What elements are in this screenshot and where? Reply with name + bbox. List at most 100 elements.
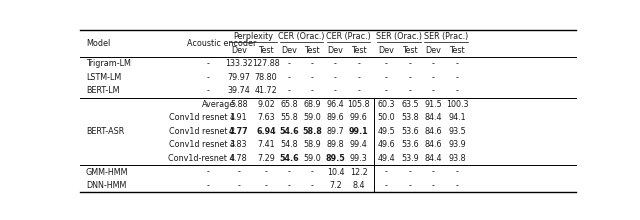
Text: -: - — [206, 59, 209, 68]
Text: -: - — [357, 59, 360, 68]
Text: -: - — [206, 86, 209, 95]
Text: -: - — [408, 181, 412, 190]
Text: 4.83: 4.83 — [230, 141, 248, 149]
Text: Conv1d resnet 3: Conv1d resnet 3 — [169, 141, 235, 149]
Text: -: - — [288, 73, 291, 82]
Text: 84.6: 84.6 — [424, 141, 442, 149]
Text: 89.6: 89.6 — [326, 113, 344, 122]
Text: 89.5: 89.5 — [326, 154, 346, 163]
Text: 54.6: 54.6 — [280, 154, 299, 163]
Text: Perplexity: Perplexity — [234, 32, 273, 41]
Text: -: - — [385, 86, 388, 95]
Text: -: - — [334, 59, 337, 68]
Text: -: - — [408, 59, 412, 68]
Text: 9.02: 9.02 — [257, 100, 275, 109]
Text: DNN-HMM: DNN-HMM — [86, 181, 126, 190]
Text: 7.2: 7.2 — [329, 181, 342, 190]
Text: -: - — [206, 181, 209, 190]
Text: 53.8: 53.8 — [401, 113, 419, 122]
Text: 99.1: 99.1 — [349, 127, 369, 136]
Text: -: - — [237, 168, 240, 177]
Text: 41.72: 41.72 — [255, 86, 277, 95]
Text: 59.0: 59.0 — [303, 154, 321, 163]
Text: -: - — [237, 181, 240, 190]
Text: -: - — [288, 168, 291, 177]
Text: 7.63: 7.63 — [257, 113, 275, 122]
Text: 8.4: 8.4 — [353, 181, 365, 190]
Text: -: - — [456, 168, 458, 177]
Text: CER (Prac.): CER (Prac.) — [326, 32, 371, 41]
Text: 84.6: 84.6 — [424, 127, 442, 136]
Text: 4.77: 4.77 — [229, 127, 248, 136]
Text: -: - — [310, 73, 314, 82]
Text: GMM-HMM: GMM-HMM — [86, 168, 129, 177]
Text: 39.74: 39.74 — [227, 86, 250, 95]
Text: CER (Orac.): CER (Orac.) — [278, 32, 324, 41]
Text: LSTM-LM: LSTM-LM — [86, 73, 121, 82]
Text: -: - — [432, 168, 435, 177]
Text: Model: Model — [86, 39, 110, 48]
Text: Test: Test — [258, 46, 274, 55]
Text: -: - — [385, 168, 388, 177]
Text: -: - — [432, 73, 435, 82]
Text: -: - — [334, 73, 337, 82]
Text: 49.6: 49.6 — [378, 141, 396, 149]
Text: -: - — [310, 59, 314, 68]
Text: 89.7: 89.7 — [326, 127, 344, 136]
Text: 54.8: 54.8 — [280, 141, 298, 149]
Text: -: - — [206, 73, 209, 82]
Text: 63.5: 63.5 — [401, 100, 419, 109]
Text: 99.6: 99.6 — [350, 113, 367, 122]
Text: 65.8: 65.8 — [280, 100, 298, 109]
Text: Conv1d-resnet 4: Conv1d-resnet 4 — [168, 154, 235, 163]
Text: 53.6: 53.6 — [401, 141, 419, 149]
Text: 7.41: 7.41 — [257, 141, 275, 149]
Text: -: - — [288, 59, 291, 68]
Text: 54.6: 54.6 — [280, 127, 299, 136]
Text: SER (Orac.): SER (Orac.) — [376, 32, 422, 41]
Text: 53.6: 53.6 — [401, 127, 419, 136]
Text: 5.88: 5.88 — [230, 100, 248, 109]
Text: 93.8: 93.8 — [448, 154, 466, 163]
Text: Test: Test — [304, 46, 320, 55]
Text: SER (Prac.): SER (Prac.) — [424, 32, 468, 41]
Text: -: - — [432, 181, 435, 190]
Text: Dev: Dev — [231, 46, 246, 55]
Text: 50.0: 50.0 — [378, 113, 396, 122]
Text: -: - — [288, 86, 291, 95]
Text: Dev: Dev — [425, 46, 441, 55]
Text: Dev: Dev — [379, 46, 394, 55]
Text: 6.94: 6.94 — [256, 127, 276, 136]
Text: 10.4: 10.4 — [326, 168, 344, 177]
Text: -: - — [206, 168, 209, 177]
Text: -: - — [357, 73, 360, 82]
Text: 55.8: 55.8 — [280, 113, 298, 122]
Text: -: - — [334, 86, 337, 95]
Text: -: - — [456, 181, 458, 190]
Text: -: - — [310, 181, 314, 190]
Text: 79.97: 79.97 — [227, 73, 250, 82]
Text: -: - — [456, 73, 458, 82]
Text: 4.91: 4.91 — [230, 113, 248, 122]
Text: 100.3: 100.3 — [445, 100, 468, 109]
Text: -: - — [310, 168, 314, 177]
Text: 84.4: 84.4 — [424, 154, 442, 163]
Text: -: - — [310, 86, 314, 95]
Text: -: - — [432, 59, 435, 68]
Text: 49.4: 49.4 — [378, 154, 396, 163]
Text: Test: Test — [351, 46, 367, 55]
Text: Test: Test — [449, 46, 465, 55]
Text: 59.0: 59.0 — [303, 113, 321, 122]
Text: 78.80: 78.80 — [255, 73, 277, 82]
Text: Conv1d resnet 2: Conv1d resnet 2 — [168, 127, 235, 136]
Text: 4.78: 4.78 — [230, 154, 248, 163]
Text: -: - — [385, 181, 388, 190]
Text: 84.4: 84.4 — [424, 113, 442, 122]
Text: 12.2: 12.2 — [350, 168, 367, 177]
Text: 68.9: 68.9 — [303, 100, 321, 109]
Text: BERT-ASR: BERT-ASR — [86, 127, 124, 136]
Text: 99.3: 99.3 — [350, 154, 367, 163]
Text: 58.9: 58.9 — [303, 141, 321, 149]
Text: -: - — [408, 168, 412, 177]
Text: -: - — [385, 73, 388, 82]
